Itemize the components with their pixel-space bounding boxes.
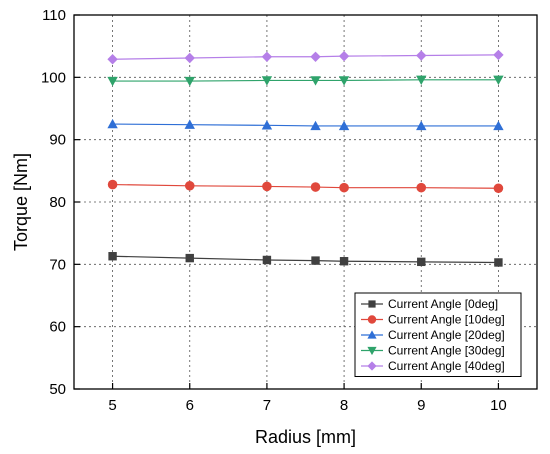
legend-label: Current Angle [0deg] xyxy=(388,297,498,311)
series-line xyxy=(112,79,499,82)
data-point xyxy=(494,258,503,267)
legend-entry: Current Angle [40deg] xyxy=(361,359,505,373)
data-point xyxy=(416,50,427,61)
series-2 xyxy=(107,118,504,131)
data-point xyxy=(184,180,195,191)
data-point xyxy=(310,120,321,131)
data-point xyxy=(262,181,272,192)
legend-marker xyxy=(367,346,377,356)
data-point xyxy=(338,76,350,86)
data-point xyxy=(107,76,118,87)
data-series xyxy=(107,49,504,267)
data-point xyxy=(261,76,273,86)
legend-entry: Current Angle [0deg] xyxy=(361,297,498,311)
data-point xyxy=(493,120,504,131)
data-point xyxy=(493,183,504,194)
legend-marker xyxy=(367,361,377,371)
data-point xyxy=(107,179,118,190)
series-line xyxy=(112,123,499,127)
y-tick-label: 70 xyxy=(49,256,66,273)
data-point xyxy=(310,51,321,62)
legend-label: Current Angle [10deg] xyxy=(388,313,505,327)
legend-entry: Current Angle [30deg] xyxy=(361,344,505,358)
data-point xyxy=(339,257,349,266)
data-point xyxy=(107,118,118,129)
data-point xyxy=(338,50,350,62)
data-point xyxy=(108,252,117,261)
y-tick-label: 80 xyxy=(49,194,66,211)
x-axis-title: Radius [mm] xyxy=(255,427,356,447)
data-point xyxy=(493,49,504,61)
legend-entry: Current Angle [10deg] xyxy=(361,313,505,327)
x-tick-label: 10 xyxy=(490,397,507,414)
x-tick-label: 6 xyxy=(186,397,194,414)
data-point xyxy=(107,54,118,65)
x-tick-label: 7 xyxy=(263,397,271,414)
data-point xyxy=(416,182,427,193)
y-tick-label: 50 xyxy=(49,381,66,398)
data-point xyxy=(184,76,195,87)
data-point xyxy=(417,257,426,267)
y-axis-title: Torque [Nm] xyxy=(11,153,31,251)
data-point xyxy=(339,182,349,193)
data-point xyxy=(184,119,195,129)
data-point xyxy=(416,75,427,86)
data-point xyxy=(310,76,321,86)
x-tick-label: 9 xyxy=(417,397,425,414)
axis-ticks: 5 6 7 8 9 10 50 60 70 80 90 100 110 xyxy=(41,7,507,414)
data-point xyxy=(261,51,273,62)
series-0 xyxy=(108,252,503,267)
y-tick-label: 60 xyxy=(49,319,66,336)
legend-label: Current Angle [40deg] xyxy=(388,359,505,373)
data-point xyxy=(310,182,321,192)
series-line xyxy=(112,54,499,60)
data-point xyxy=(184,52,195,64)
legend: Current Angle [0deg] Current Angle [10deg… xyxy=(354,292,522,377)
y-tick-label: 110 xyxy=(42,7,66,24)
legend-label: Current Angle [20deg] xyxy=(388,328,505,342)
x-tick-label: 5 xyxy=(108,397,116,414)
data-point xyxy=(493,75,504,86)
legend-marker xyxy=(367,315,377,324)
series-3 xyxy=(107,75,504,87)
data-point xyxy=(311,256,320,265)
data-point xyxy=(262,255,272,265)
series-line xyxy=(112,255,499,264)
legend-entry: Current Angle [20deg] xyxy=(361,328,505,342)
y-tick-label: 90 xyxy=(49,132,66,149)
series-line xyxy=(112,183,499,189)
x-tick-label: 8 xyxy=(340,397,348,414)
series-1 xyxy=(107,179,504,194)
data-point xyxy=(338,120,350,131)
y-tick-label: 100 xyxy=(41,69,66,86)
data-point xyxy=(185,253,194,263)
series-4 xyxy=(107,49,504,65)
legend-marker xyxy=(368,300,376,308)
data-point xyxy=(261,120,273,130)
legend-label: Current Angle [30deg] xyxy=(388,344,505,358)
legend-marker xyxy=(367,330,377,339)
data-point xyxy=(416,120,427,131)
